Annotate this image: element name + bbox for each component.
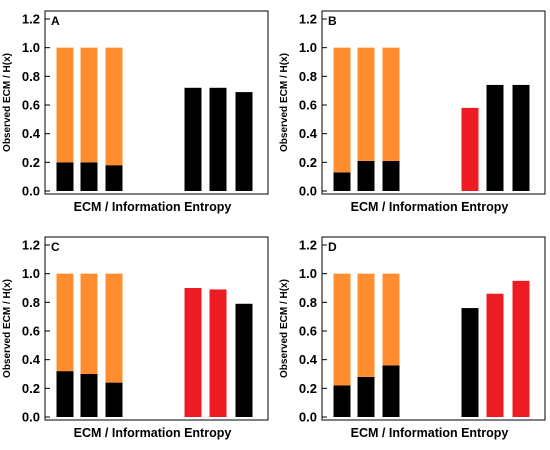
plot-frame [322, 237, 545, 420]
bar-1-segment-2 [334, 48, 351, 173]
plot-frame [45, 237, 268, 420]
y-tick-label: 0.8 [299, 69, 317, 84]
bar-1-segment-2 [334, 274, 351, 386]
bar-5-segment-1 [210, 289, 227, 417]
bar-2-segment-2 [81, 274, 98, 374]
bar-1-segment-1 [57, 371, 74, 417]
bar-5-segment-1 [487, 85, 504, 191]
y-tick-label: 0.2 [299, 155, 317, 170]
y-axis-label: Observed ECM / H(x) [2, 279, 13, 378]
x-axis-label: ECM / Information Entropy [351, 426, 509, 440]
y-tick-label: 1.2 [22, 12, 40, 27]
y-axis-label: Observed ECM / H(x) [279, 279, 290, 378]
plot-frame [45, 11, 268, 194]
bar-1-segment-2 [57, 274, 74, 371]
bar-6-segment-1 [236, 304, 253, 417]
bar-6-segment-1 [236, 92, 253, 191]
y-axis-label: Observed ECM / H(x) [2, 53, 13, 152]
bar-4-segment-1 [185, 88, 202, 191]
bar-4-segment-1 [185, 288, 202, 417]
bar-6-segment-1 [513, 281, 530, 417]
y-tick-label: 0.4 [299, 352, 318, 367]
bar-1-segment-1 [334, 172, 351, 191]
y-tick-label: 1.0 [299, 266, 317, 281]
bar-4-segment-1 [462, 308, 479, 417]
y-tick-label: 0.4 [299, 126, 318, 141]
x-axis-label: ECM / Information Entropy [74, 426, 232, 440]
bar-1-segment-1 [334, 385, 351, 417]
bar-3-segment-2 [106, 274, 123, 383]
panel-label: B [328, 14, 337, 28]
y-tick-label: 1.0 [299, 40, 317, 55]
bar-6-segment-1 [513, 85, 530, 191]
chart-panel-d: 0.0 0.2 0.4 0.6 0.8 1.0 1.2 D ECM / Information … [279, 237, 545, 440]
bar-3-segment-2 [383, 48, 400, 161]
y-tick-label: 1.0 [22, 266, 40, 281]
chart-panel-b: 0.0 0.2 0.4 0.6 0.8 1.0 1.2 B ECM / Information … [279, 11, 545, 214]
y-tick-label: 1.2 [299, 12, 317, 27]
bar-2-segment-2 [358, 48, 375, 161]
bar-3-segment-2 [106, 48, 123, 166]
y-tick-label: 0.0 [22, 184, 40, 199]
bar-4-segment-1 [462, 108, 479, 191]
y-tick-label: 0.4 [22, 352, 41, 367]
y-tick-label: 0.8 [22, 69, 40, 84]
y-tick-label: 0.0 [299, 184, 317, 199]
chart-panel-a: 0.0 0.2 0.4 0.6 0.8 1.0 1.2 A ECM / Information … [2, 11, 268, 214]
y-tick-label: 0.0 [299, 410, 317, 425]
bar-2-segment-1 [358, 377, 375, 417]
x-axis-label: ECM / Information Entropy [74, 200, 232, 214]
panel-label: A [51, 14, 60, 28]
y-tick-label: 0.2 [22, 155, 40, 170]
y-tick-label: 0.8 [22, 295, 40, 310]
bar-5-segment-1 [487, 294, 504, 417]
panel-label: C [51, 240, 60, 254]
y-tick-label: 0.2 [22, 381, 40, 396]
y-tick-label: 1.0 [22, 40, 40, 55]
y-tick-label: 1.2 [299, 238, 317, 253]
y-tick-label: 0.4 [22, 126, 41, 141]
bar-2-segment-1 [81, 374, 98, 417]
bar-5-segment-1 [210, 88, 227, 191]
y-axis-label: Observed ECM / H(x) [279, 53, 290, 152]
y-tick-label: 0.8 [299, 295, 317, 310]
bar-1-segment-2 [57, 48, 74, 163]
bar-1-segment-1 [57, 162, 74, 191]
bar-2-segment-2 [358, 274, 375, 377]
bar-3-segment-1 [106, 383, 123, 417]
y-tick-label: 0.6 [22, 98, 40, 113]
y-tick-label: 0.6 [299, 98, 317, 113]
plot-frame [322, 11, 545, 194]
bar-2-segment-2 [81, 48, 98, 163]
panel-label: D [328, 240, 337, 254]
bar-3-segment-1 [383, 161, 400, 191]
y-tick-label: 0.6 [299, 324, 317, 339]
y-tick-label: 0.0 [22, 410, 40, 425]
x-axis-label: ECM / Information Entropy [351, 200, 509, 214]
bar-3-segment-2 [383, 274, 400, 366]
bar-2-segment-1 [358, 161, 375, 191]
bar-3-segment-1 [383, 365, 400, 417]
y-tick-label: 1.2 [22, 238, 40, 253]
y-tick-label: 0.6 [22, 324, 40, 339]
bar-2-segment-1 [81, 162, 98, 191]
chart-panel-c: 0.0 0.2 0.4 0.6 0.8 1.0 1.2 C ECM / Information … [2, 237, 268, 440]
y-tick-label: 0.2 [299, 381, 317, 396]
bar-3-segment-1 [106, 165, 123, 191]
